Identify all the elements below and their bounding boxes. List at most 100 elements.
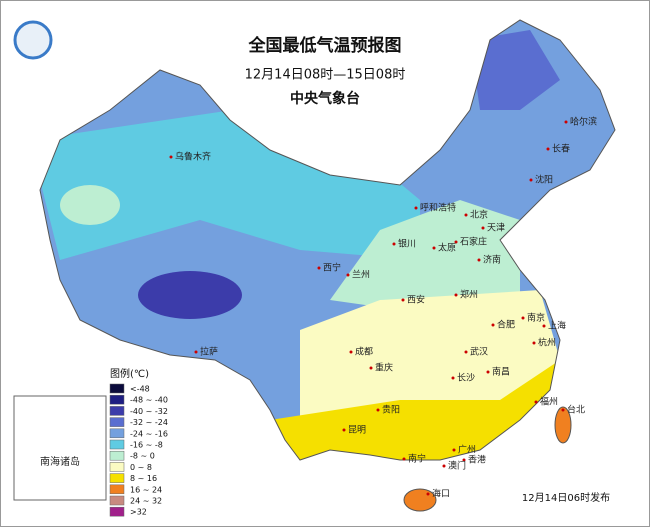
city-dot	[564, 120, 568, 124]
city-label: 拉萨	[200, 346, 218, 358]
city-dot	[521, 316, 525, 320]
city-dot	[432, 246, 436, 250]
city-label: 乌鲁木齐	[175, 151, 211, 163]
city-dot	[529, 178, 533, 182]
city-label: 石家庄	[460, 236, 487, 248]
city-dot	[546, 147, 550, 151]
city-dot	[376, 408, 380, 412]
inset	[13, 395, 107, 501]
city-dot	[452, 448, 456, 452]
legend-swatch	[109, 383, 125, 394]
city-label: 北京	[470, 209, 488, 221]
city-label: 西安	[407, 294, 425, 306]
city-dot	[462, 458, 466, 462]
city-dot	[194, 350, 198, 354]
city-label: 贵阳	[382, 404, 400, 416]
city-label: 哈尔滨	[570, 116, 597, 128]
legend-label: 24 ~ 32	[130, 497, 162, 506]
city-dot	[414, 206, 418, 210]
title: 全国最低气温预报图	[248, 35, 402, 56]
city-label: 呼和浩特	[420, 202, 456, 214]
city-dot	[532, 341, 536, 345]
city-dot	[349, 350, 353, 354]
legend-label: 8 ~ 16	[130, 474, 157, 483]
legend-label: -24 ~ -16	[130, 429, 168, 438]
city-dot	[454, 240, 458, 244]
city-label: 成都	[355, 346, 373, 358]
city-label: 广州	[458, 444, 476, 456]
legend-swatch	[109, 484, 125, 495]
subtitle: 12月14日08时—15日08时	[245, 68, 406, 83]
city-label: 太原	[438, 242, 456, 254]
city-label: 澳门	[448, 460, 466, 472]
legend-label: >32	[130, 508, 147, 517]
city-dot	[369, 366, 373, 370]
city-label: 郑州	[460, 289, 478, 301]
legend-label: 16 ~ 24	[130, 485, 162, 494]
city-dot	[402, 457, 406, 461]
city-dot	[169, 155, 173, 159]
legend-title: 图例(℃)	[110, 367, 149, 380]
city-label: 福州	[540, 396, 558, 408]
city-label: 南宁	[408, 453, 426, 465]
city-dot	[342, 428, 346, 432]
border	[39, 19, 616, 461]
taiwan	[554, 406, 572, 444]
city-label: 合肥	[497, 319, 515, 331]
legend-label: -8 ~ 0	[130, 452, 155, 461]
city-label: 长沙	[457, 372, 475, 384]
legend-label: <-48	[130, 385, 150, 394]
city-dot	[346, 273, 350, 277]
agency: 中央气象台	[290, 90, 360, 107]
legend-swatch	[109, 428, 125, 439]
legend-label: 0 ~ 8	[130, 463, 152, 472]
city-dot	[477, 258, 481, 262]
city-label: 南京	[527, 312, 545, 324]
city-label: 台北	[567, 404, 585, 416]
inset-label: 南海诸岛	[40, 455, 80, 468]
city-label: 银川	[398, 238, 416, 250]
city-label: 香港	[468, 454, 486, 466]
city-dot	[426, 492, 430, 496]
legend-swatch	[109, 406, 125, 416]
legend-swatch	[109, 417, 125, 427]
city-dot	[442, 464, 446, 468]
city-dot	[542, 324, 546, 328]
city-label: 沈阳	[535, 174, 553, 186]
footer: 12月14日06时发布	[522, 491, 610, 504]
legend-swatch	[109, 495, 125, 506]
city-label: 兰州	[352, 269, 370, 281]
city-label: 南昌	[492, 366, 510, 378]
legend-swatch	[109, 473, 125, 483]
logo	[13, 20, 53, 60]
city-dot	[481, 226, 485, 230]
city-label: 天津	[487, 223, 505, 234]
city-label: 昆明	[348, 425, 366, 436]
city-dot	[392, 242, 396, 246]
legend-label: -40 ~ -32	[130, 407, 168, 416]
legend-label: -32 ~ -24	[130, 418, 168, 427]
legend-swatch	[109, 439, 125, 450]
city-label: 武汉	[470, 346, 488, 358]
city-label: 重庆	[375, 362, 393, 374]
city-dot	[491, 323, 495, 327]
city-label: 杭州	[538, 337, 556, 349]
legend-swatch	[109, 462, 125, 472]
city-label: 西宁	[323, 262, 341, 274]
city-dot	[451, 376, 455, 380]
city-label: 上海	[548, 320, 566, 332]
legend-label: -48 ~ -40	[130, 396, 168, 405]
city-dot	[454, 293, 458, 297]
city-label: 海口	[432, 488, 450, 500]
city-label: 长春	[552, 143, 570, 155]
city-dot	[464, 350, 468, 354]
city-dot	[401, 298, 405, 302]
city-dot	[534, 400, 538, 404]
city-dot	[486, 370, 490, 374]
legend-label: -16 ~ -8	[130, 441, 163, 450]
city-dot	[464, 213, 468, 217]
legend-swatch	[109, 394, 125, 405]
legend-swatch	[109, 506, 125, 517]
city-label: 济南	[483, 254, 501, 266]
